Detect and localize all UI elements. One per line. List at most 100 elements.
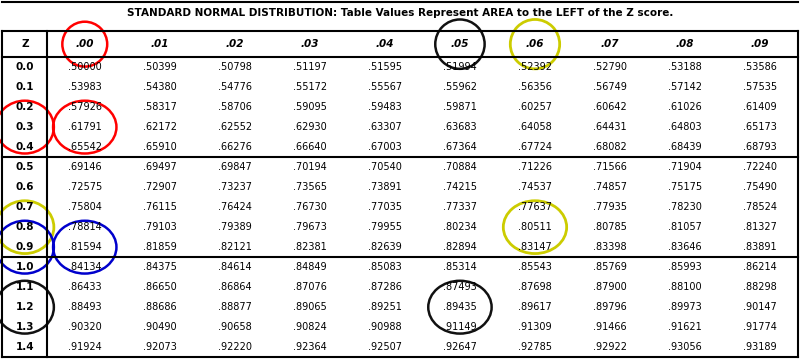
Text: .91466: .91466 xyxy=(593,322,627,332)
Text: .57142: .57142 xyxy=(668,82,702,92)
Text: .73891: .73891 xyxy=(368,182,402,192)
Text: 1.1: 1.1 xyxy=(15,282,34,292)
Text: .75175: .75175 xyxy=(668,182,702,192)
Text: .85543: .85543 xyxy=(518,262,552,272)
Text: .74215: .74215 xyxy=(443,182,477,192)
Text: .92364: .92364 xyxy=(293,342,326,352)
Text: .83147: .83147 xyxy=(518,242,552,252)
Text: .88686: .88686 xyxy=(143,302,177,312)
Text: 0.9: 0.9 xyxy=(16,242,34,252)
Text: .70884: .70884 xyxy=(443,162,477,172)
Text: .55962: .55962 xyxy=(443,82,477,92)
Text: .72907: .72907 xyxy=(143,182,177,192)
Text: .84375: .84375 xyxy=(143,262,177,272)
Text: .88298: .88298 xyxy=(743,282,777,292)
Text: .91774: .91774 xyxy=(743,322,777,332)
Text: .57535: .57535 xyxy=(743,82,777,92)
Text: .90490: .90490 xyxy=(143,322,177,332)
Text: .78230: .78230 xyxy=(668,202,702,212)
Text: .07: .07 xyxy=(601,39,619,49)
Text: .87286: .87286 xyxy=(368,282,402,292)
Text: .72240: .72240 xyxy=(743,162,777,172)
Text: .02: .02 xyxy=(226,39,244,49)
Text: .70540: .70540 xyxy=(368,162,402,172)
Text: .50399: .50399 xyxy=(143,62,177,72)
Text: .64431: .64431 xyxy=(593,122,627,132)
Text: 0.8: 0.8 xyxy=(15,222,34,232)
Text: .68793: .68793 xyxy=(743,142,777,152)
Text: .87493: .87493 xyxy=(443,282,477,292)
Text: .92220: .92220 xyxy=(218,342,252,352)
Text: .78524: .78524 xyxy=(743,202,777,212)
Text: .51994: .51994 xyxy=(443,62,477,72)
Text: .01: .01 xyxy=(150,39,169,49)
Text: .92785: .92785 xyxy=(518,342,552,352)
Text: .89973: .89973 xyxy=(668,302,702,312)
Text: .82381: .82381 xyxy=(293,242,326,252)
Text: .62552: .62552 xyxy=(218,122,252,132)
Text: .68439: .68439 xyxy=(668,142,702,152)
Text: .60257: .60257 xyxy=(518,102,552,112)
Text: .90147: .90147 xyxy=(743,302,777,312)
Text: .61791: .61791 xyxy=(68,122,102,132)
Text: .53983: .53983 xyxy=(68,82,102,92)
Text: .54776: .54776 xyxy=(218,82,252,92)
Text: .66276: .66276 xyxy=(218,142,252,152)
Text: .81594: .81594 xyxy=(68,242,102,252)
Text: .52392: .52392 xyxy=(518,62,552,72)
Text: .88493: .88493 xyxy=(68,302,102,312)
Text: .52790: .52790 xyxy=(593,62,627,72)
Text: .64803: .64803 xyxy=(668,122,702,132)
Text: .89065: .89065 xyxy=(293,302,326,312)
Text: .79389: .79389 xyxy=(218,222,252,232)
Text: 0.4: 0.4 xyxy=(15,142,34,152)
Text: .58706: .58706 xyxy=(218,102,252,112)
Text: .03: .03 xyxy=(301,39,319,49)
Text: .56356: .56356 xyxy=(518,82,552,92)
Text: .92507: .92507 xyxy=(368,342,402,352)
Text: .86864: .86864 xyxy=(218,282,252,292)
Text: .84849: .84849 xyxy=(293,262,326,272)
Text: .82639: .82639 xyxy=(368,242,402,252)
Text: .89796: .89796 xyxy=(593,302,627,312)
Text: .75804: .75804 xyxy=(68,202,102,212)
Text: .82894: .82894 xyxy=(443,242,477,252)
Text: .71904: .71904 xyxy=(668,162,702,172)
Text: .81057: .81057 xyxy=(668,222,702,232)
Text: 0.7: 0.7 xyxy=(15,202,34,212)
Text: .92073: .92073 xyxy=(143,342,177,352)
Text: .69847: .69847 xyxy=(218,162,252,172)
Text: .84614: .84614 xyxy=(218,262,252,272)
Text: .61409: .61409 xyxy=(743,102,777,112)
Text: .92922: .92922 xyxy=(593,342,627,352)
Text: .85083: .85083 xyxy=(368,262,402,272)
Text: .87900: .87900 xyxy=(593,282,627,292)
Text: .77035: .77035 xyxy=(368,202,402,212)
Text: .76730: .76730 xyxy=(293,202,327,212)
Text: .90658: .90658 xyxy=(218,322,252,332)
Text: .91149: .91149 xyxy=(443,322,477,332)
Text: .80234: .80234 xyxy=(443,222,477,232)
Text: .60642: .60642 xyxy=(593,102,627,112)
Text: .76424: .76424 xyxy=(218,202,252,212)
Text: .69497: .69497 xyxy=(143,162,177,172)
Text: .87076: .87076 xyxy=(293,282,327,292)
Text: .92647: .92647 xyxy=(443,342,477,352)
Text: .58317: .58317 xyxy=(143,102,177,112)
Text: .71566: .71566 xyxy=(593,162,627,172)
Text: .65910: .65910 xyxy=(143,142,177,152)
Text: Z: Z xyxy=(21,39,29,49)
Text: .53188: .53188 xyxy=(668,62,702,72)
Text: .67364: .67364 xyxy=(443,142,477,152)
Text: .67724: .67724 xyxy=(518,142,552,152)
Text: .59095: .59095 xyxy=(293,102,327,112)
Text: .61026: .61026 xyxy=(668,102,702,112)
Text: .66640: .66640 xyxy=(293,142,326,152)
Text: 1.0: 1.0 xyxy=(15,262,34,272)
Text: 0.0: 0.0 xyxy=(15,62,34,72)
Text: .90320: .90320 xyxy=(68,322,102,332)
Text: .91924: .91924 xyxy=(68,342,102,352)
Text: .72575: .72575 xyxy=(68,182,102,192)
Text: .65542: .65542 xyxy=(68,142,102,152)
Text: .77637: .77637 xyxy=(518,202,552,212)
